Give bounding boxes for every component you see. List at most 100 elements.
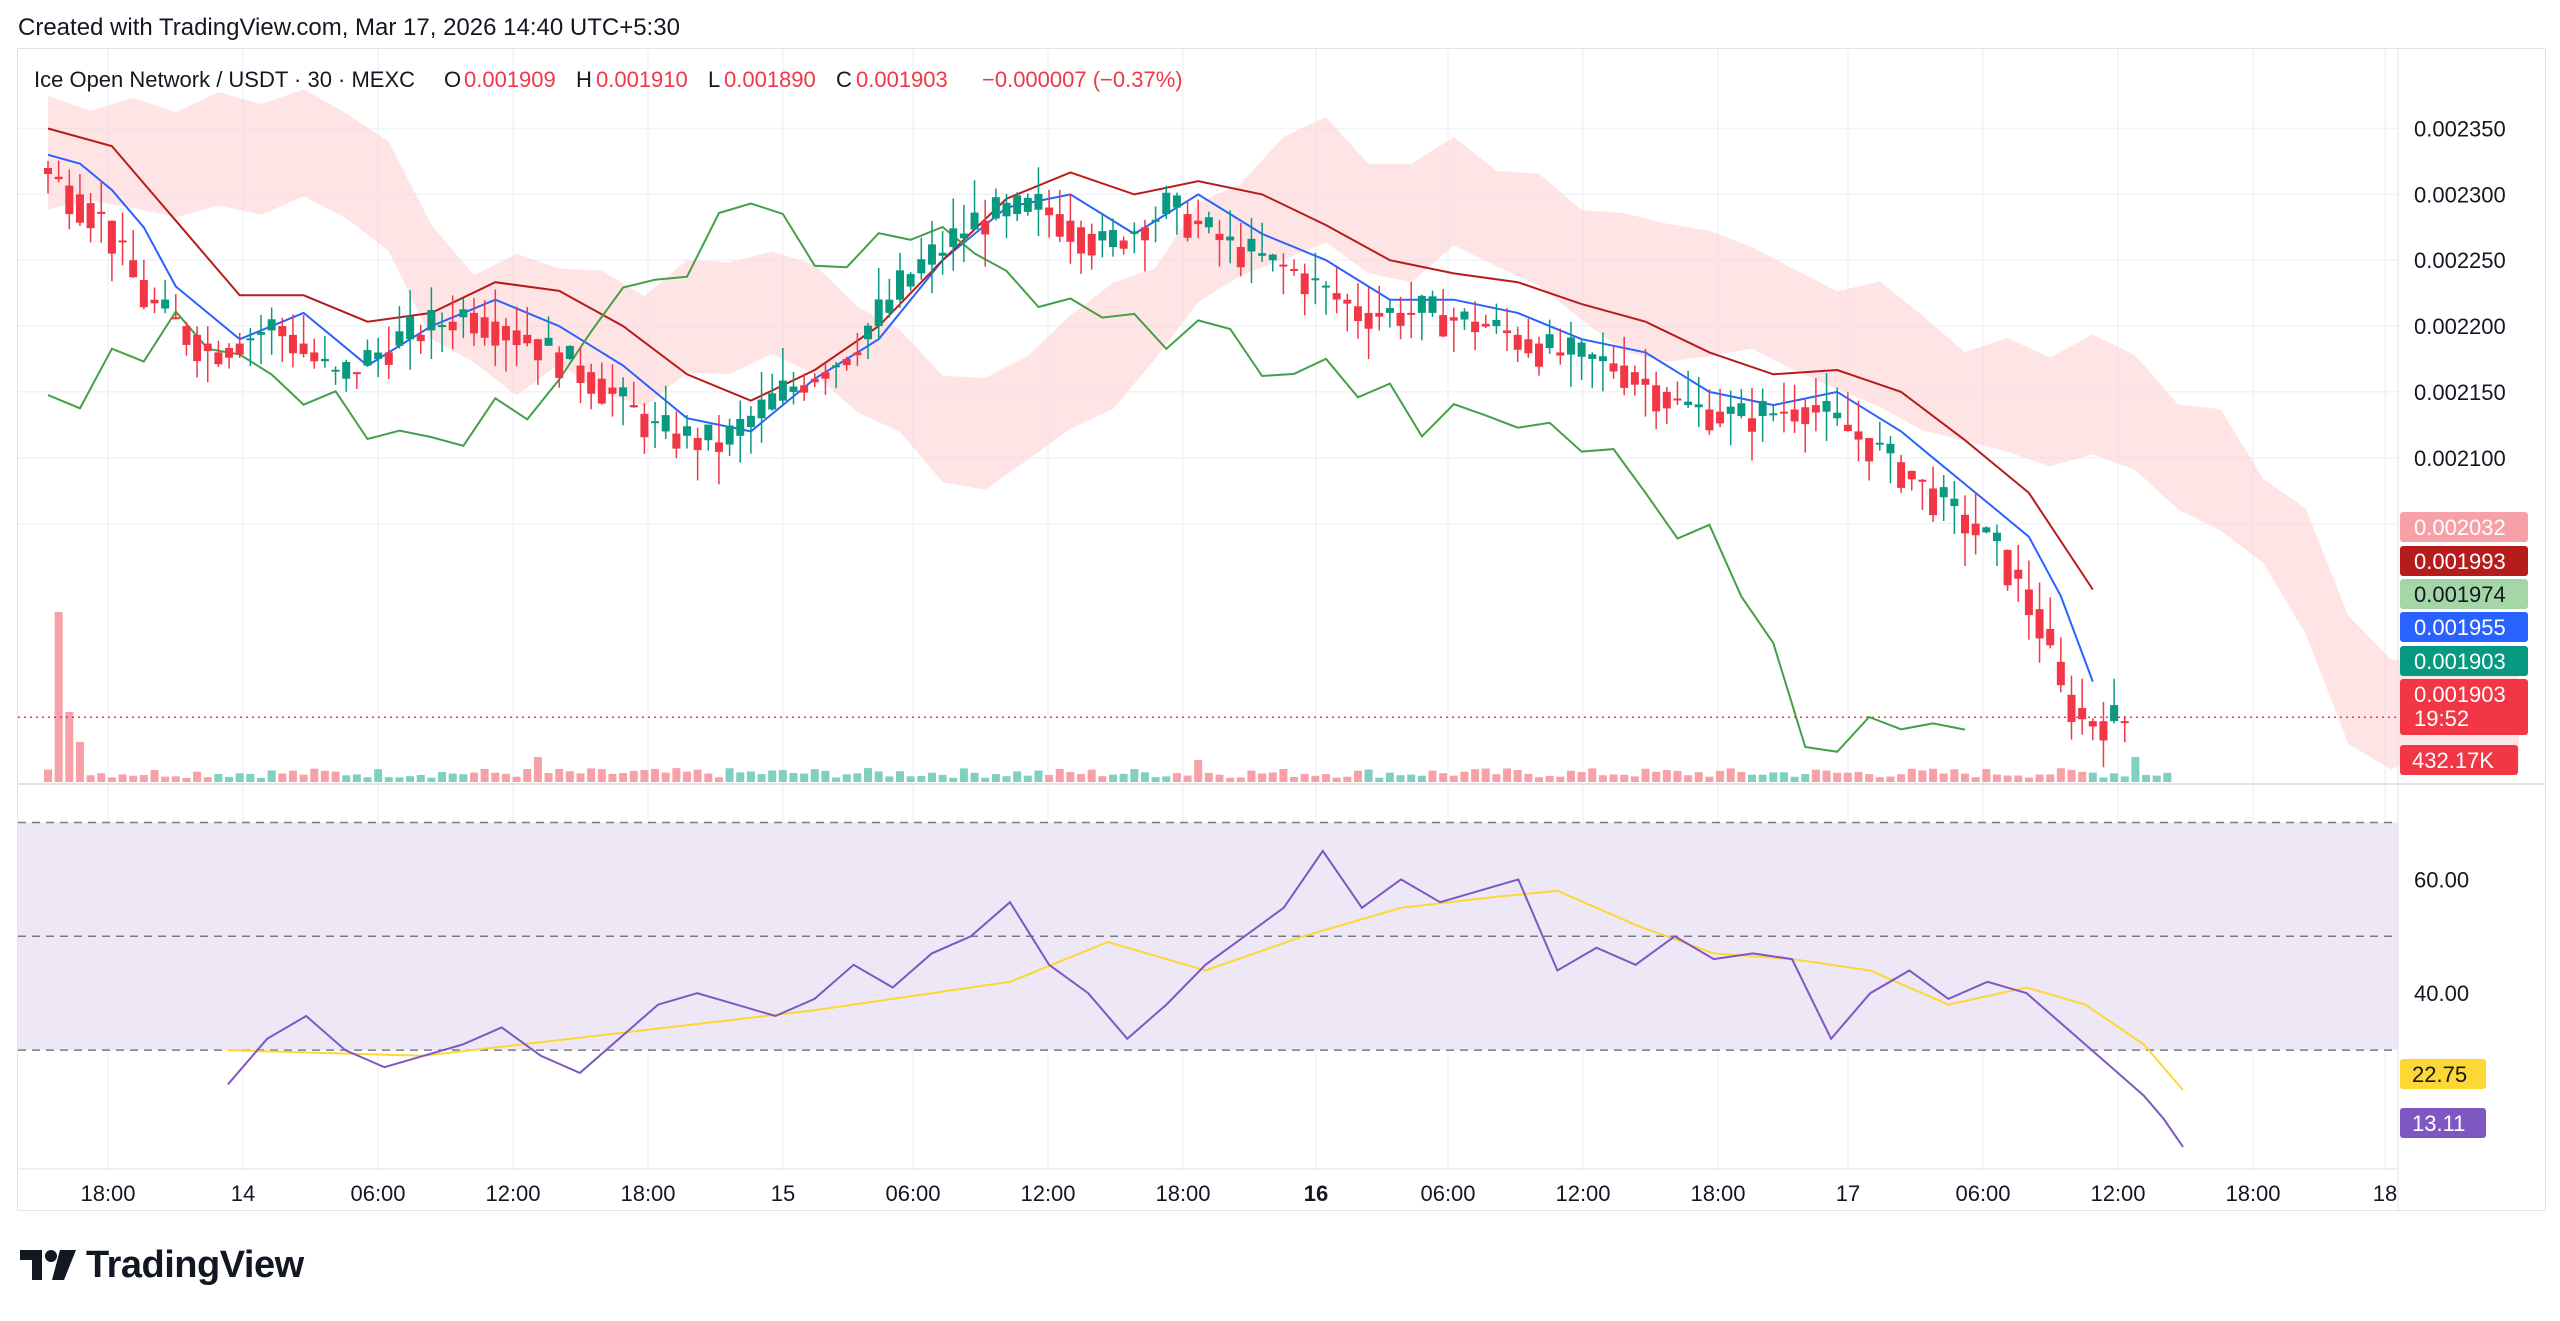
volume-bar <box>1300 773 1309 782</box>
candle-body <box>1183 214 1192 238</box>
volume-bar <box>1716 770 1725 782</box>
candle-body <box>246 338 255 341</box>
candle-body <box>661 415 670 432</box>
candle-body <box>1375 312 1384 317</box>
volume-bar <box>1982 769 1991 782</box>
price-tick-label: 0.002100 <box>2414 446 2506 471</box>
volume-bar <box>1151 777 1160 782</box>
candle-body <box>1971 523 1980 536</box>
candle-body <box>1034 193 1043 210</box>
candle-body <box>1535 343 1543 367</box>
rsi-line <box>227 849 2184 1148</box>
legend-symbol: Ice Open Network / USDT · 30 · MEXC <box>34 67 415 92</box>
candle-body <box>470 312 478 334</box>
candle-body <box>75 194 84 223</box>
rsi-pane[interactable]: 60.00 40.00 22.75 13.11 <box>18 821 2486 1148</box>
volume-bar <box>203 777 212 782</box>
candle-body <box>459 309 468 318</box>
candle-body <box>1439 315 1448 337</box>
volume-bar <box>629 770 638 782</box>
volume-bar <box>267 770 276 782</box>
candle-body <box>182 326 191 345</box>
candle-body <box>2110 705 2119 722</box>
legend-close-label: C <box>836 67 852 92</box>
candle-body <box>288 334 297 354</box>
legend-high-label: H <box>576 67 592 92</box>
candle-body <box>1332 293 1341 300</box>
lagging-span <box>47 202 1966 753</box>
price-tag <box>2400 546 2528 576</box>
volume-bar <box>651 768 660 782</box>
volume-bar <box>970 772 979 782</box>
candle-body <box>1311 278 1320 281</box>
candle-body <box>1471 321 1480 333</box>
volume-bar <box>2131 757 2140 782</box>
volume-bar <box>2078 771 2087 782</box>
price-axis: 0.002350 0.002300 0.002250 0.002200 0.002150… <box>2414 117 2506 537</box>
price-tick-label: 0.002350 <box>2414 117 2506 142</box>
volume-bar <box>1694 772 1703 782</box>
candle-body <box>842 358 851 366</box>
candle-body <box>2078 707 2087 720</box>
volume-bar <box>661 772 670 782</box>
volume-bar <box>1907 768 1916 782</box>
legend-low-value: 0.001890 <box>724 67 816 92</box>
legend-low-label: L <box>708 67 720 92</box>
candle-body <box>1545 334 1554 349</box>
volume-bar <box>1886 776 1895 782</box>
volume-bar <box>1588 768 1597 782</box>
volume-bar <box>789 772 798 782</box>
volume-bar <box>1961 773 1969 782</box>
volume-bar <box>246 773 255 782</box>
volume-bar <box>2035 774 2044 782</box>
candle-body <box>981 220 990 235</box>
volume-bar <box>491 772 500 782</box>
volume-bar <box>693 769 702 782</box>
candle-body <box>491 321 500 346</box>
time-tick-label: 17 <box>1836 1181 1860 1206</box>
candle-body <box>512 330 521 346</box>
candle-body <box>139 279 148 308</box>
candle-body <box>1950 498 1959 507</box>
tradingview-logo[interactable]: TradingView <box>20 1240 304 1290</box>
time-tick-label: 15 <box>771 1181 795 1206</box>
volume-bar <box>1939 773 1948 782</box>
candle-body <box>927 244 936 265</box>
candle-body <box>1524 339 1533 354</box>
volume-bar <box>1503 768 1512 782</box>
volume-bars <box>44 612 2172 782</box>
volume-bar <box>1055 768 1064 782</box>
volume-bar <box>2024 777 2033 782</box>
volume-bar <box>725 768 734 782</box>
candle-body <box>1279 264 1288 267</box>
volume-bar <box>1779 772 1788 782</box>
candle-body <box>1652 385 1661 412</box>
volume-bar <box>800 773 809 782</box>
candle-body <box>129 260 138 278</box>
volume-bar <box>1854 771 1863 782</box>
candle-body <box>555 352 564 379</box>
candle-body <box>1929 488 1938 516</box>
time-axis[interactable]: 18:00 14 06:00 12:00 18:00 15 06:00 12:00 18:00 1… <box>80 1181 2397 1206</box>
candle-body <box>214 352 223 365</box>
candle-body <box>2003 549 2012 586</box>
chart-svg[interactable]: 0.002350 0.002300 0.002250 0.002200 0.002150… <box>18 49 2545 1210</box>
volume-bar <box>65 712 74 782</box>
candle-body <box>1801 407 1810 425</box>
candle-body <box>1247 238 1256 252</box>
candle-body <box>651 421 660 424</box>
volume-bar <box>1748 774 1756 782</box>
rsi-ma-tag-label: 22.75 <box>2412 1062 2467 1087</box>
price-tag-label: 0.001903 <box>2414 682 2506 707</box>
candle-body <box>65 185 74 215</box>
time-tick-label: 12:00 <box>1555 1181 1610 1206</box>
candle-body <box>789 386 798 392</box>
candle-body <box>1833 412 1842 419</box>
volume-bar <box>2163 772 2172 782</box>
candle-body <box>1268 254 1277 261</box>
volume-bar <box>1034 770 1043 782</box>
candle-body <box>1897 462 1906 488</box>
volume-bar <box>2056 768 2065 782</box>
candle-body <box>438 325 447 328</box>
volume-bar <box>193 771 202 782</box>
